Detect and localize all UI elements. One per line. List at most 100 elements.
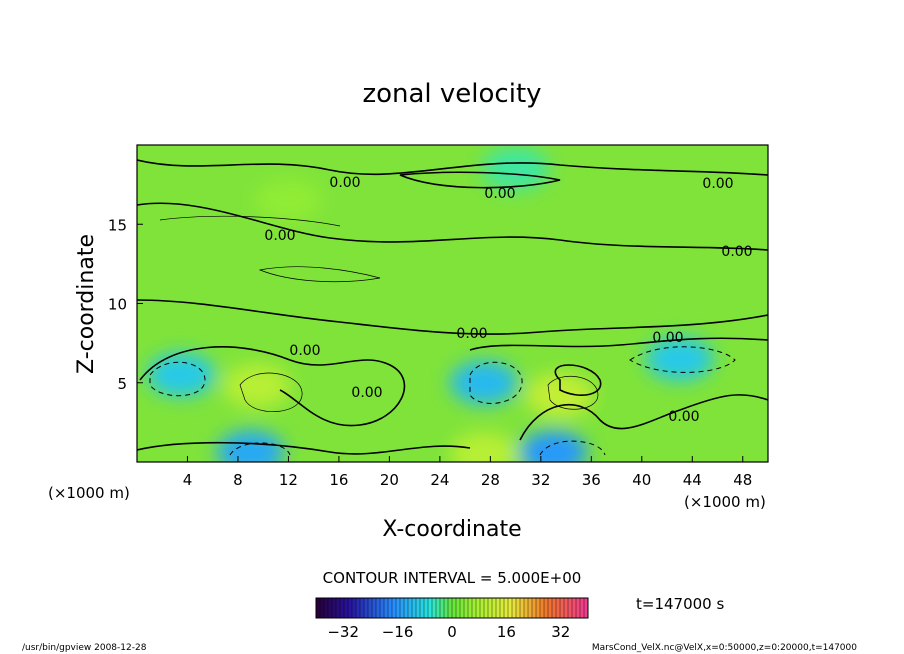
- colorbar-cell: [324, 598, 329, 618]
- colorbar-cell: [372, 598, 377, 618]
- x-axis: 4 8 12 16 20 24 28 32 36 40 44 48: [183, 456, 752, 489]
- y-axis: 5 10 15: [108, 216, 143, 393]
- colorbar-cell: [472, 598, 477, 618]
- contour-labels: 0.00 0.00 0.00 0.00 0.00 0.00 0.00 0.00 0.00 0.00: [264, 175, 752, 425]
- time-label: t=147000 s: [636, 595, 724, 613]
- x-tick-label: 36: [582, 471, 601, 489]
- field-anomaly: [222, 363, 291, 408]
- colorbar-cell: [320, 598, 325, 618]
- field-anomaly: [450, 432, 519, 462]
- colorbar-cell: [396, 598, 401, 618]
- field-anomaly: [216, 430, 285, 462]
- field-background: [137, 145, 768, 462]
- contour-line: [137, 299, 768, 335]
- colorbar-tick-label: −32: [327, 623, 359, 641]
- colorbar-cell: [568, 598, 573, 618]
- colorbar-cell: [348, 598, 353, 618]
- contour-line: [137, 441, 471, 455]
- colorbar-cell: [344, 598, 349, 618]
- contour-label: 0.00: [721, 244, 752, 260]
- y-tick-label: 10: [108, 296, 127, 314]
- colorbar-cell: [436, 598, 441, 618]
- colorbar-tick-label: 0: [447, 623, 457, 641]
- colorbar: [315, 597, 589, 619]
- colorbar-cell: [424, 598, 429, 618]
- colorbar-cell: [516, 598, 521, 618]
- x-tick-label: 12: [279, 471, 298, 489]
- x-unit-left: (×1000 m): [48, 484, 130, 502]
- contour-line: [399, 171, 561, 189]
- negative-contours: [149, 346, 736, 456]
- contour-line: [137, 202, 768, 251]
- colorbar-cell: [504, 598, 509, 618]
- contour-label: 0.00: [668, 409, 699, 425]
- colorbar-cell: [556, 598, 561, 618]
- colorbar-cell: [584, 598, 589, 618]
- colorbar-cell: [580, 598, 585, 618]
- colorbar-cell: [444, 598, 449, 618]
- colorbar-cell: [356, 598, 361, 618]
- y-tick-label: 5: [117, 375, 127, 393]
- contour-label: 0.00: [652, 330, 683, 346]
- field-anomalies: [147, 146, 714, 462]
- colorbar-cell: [432, 598, 437, 618]
- footer-program: /usr/bin/gpview 2008-12-28: [22, 643, 147, 653]
- positive-contours: [159, 215, 599, 412]
- colorbar-tick-label: −16: [382, 623, 414, 641]
- contour-label: 0.00: [329, 175, 360, 191]
- colorbar-cell: [364, 598, 369, 618]
- colorbar-cell: [536, 598, 541, 618]
- plot-area: 0.00 0.00 0.00 0.00 0.00 0.00 0.00 0.00 0.00 0.00: [137, 145, 768, 462]
- colorbar-cell: [480, 598, 485, 618]
- x-tick-label: 44: [683, 471, 702, 489]
- colorbar-frame: [315, 597, 589, 619]
- x-tick-label: 32: [531, 471, 550, 489]
- contour-label: 0.00: [484, 186, 515, 202]
- colorbar-cell: [500, 598, 505, 618]
- colorbar-cell: [464, 598, 469, 618]
- contour-label: 0.00: [456, 326, 487, 342]
- colorbar-cell: [340, 598, 345, 618]
- colorbar-cell: [352, 598, 357, 618]
- contour-label: 0.00: [702, 176, 733, 192]
- colorbar-cell: [448, 598, 453, 618]
- contour-lines: [137, 159, 768, 455]
- colorbar-cell: [492, 598, 497, 618]
- colorbar-cell: [360, 598, 365, 618]
- colorbar-cell: [404, 598, 409, 618]
- contour-line: [137, 159, 768, 176]
- field-anomaly: [481, 146, 550, 191]
- colorbar-cell: [380, 598, 385, 618]
- x-tick-label: 48: [733, 471, 752, 489]
- colorbar-cell: [548, 598, 553, 618]
- contour-line: [159, 215, 341, 227]
- colorbar-cell: [512, 598, 517, 618]
- colorbar-tick-label: 32: [551, 623, 570, 641]
- colorbar-cell: [532, 598, 537, 618]
- contour-line: [554, 364, 602, 396]
- colorbar-cell: [524, 598, 529, 618]
- field-anomaly: [525, 373, 594, 418]
- x-tick-label: 28: [481, 471, 500, 489]
- colorbar-cell: [520, 598, 525, 618]
- colorbar-cell: [544, 598, 549, 618]
- y-axis-label: Z-coordinate: [74, 234, 99, 374]
- x-axis-label: X-coordinate: [382, 517, 521, 542]
- colorbar-cell: [388, 598, 393, 618]
- contour-line: [469, 337, 768, 351]
- colorbar-tick-label: 16: [497, 623, 516, 641]
- contour-line: [239, 372, 303, 412]
- colorbar-cell: [564, 598, 569, 618]
- x-unit-right: (×1000 m): [684, 493, 766, 511]
- chart-title: zonal velocity: [362, 79, 541, 109]
- contour-line: [139, 346, 406, 427]
- colorbar-ticks: −32 −16 0 16 32: [327, 623, 570, 641]
- contour-line: [539, 440, 606, 456]
- x-tick-label: 20: [380, 471, 399, 489]
- colorbar-cell: [528, 598, 533, 618]
- contour-label: 0.00: [351, 385, 382, 401]
- colorbar-cell: [384, 598, 389, 618]
- contour-label: 0.00: [289, 343, 320, 359]
- footer-source: MarsCond_VelX.nc@VelX,x=0:50000,z=0:2000…: [592, 643, 857, 653]
